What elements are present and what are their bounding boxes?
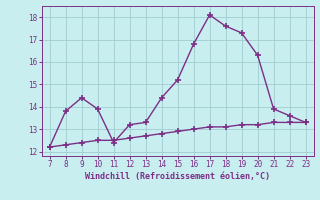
X-axis label: Windchill (Refroidissement éolien,°C): Windchill (Refroidissement éolien,°C) (85, 172, 270, 181)
